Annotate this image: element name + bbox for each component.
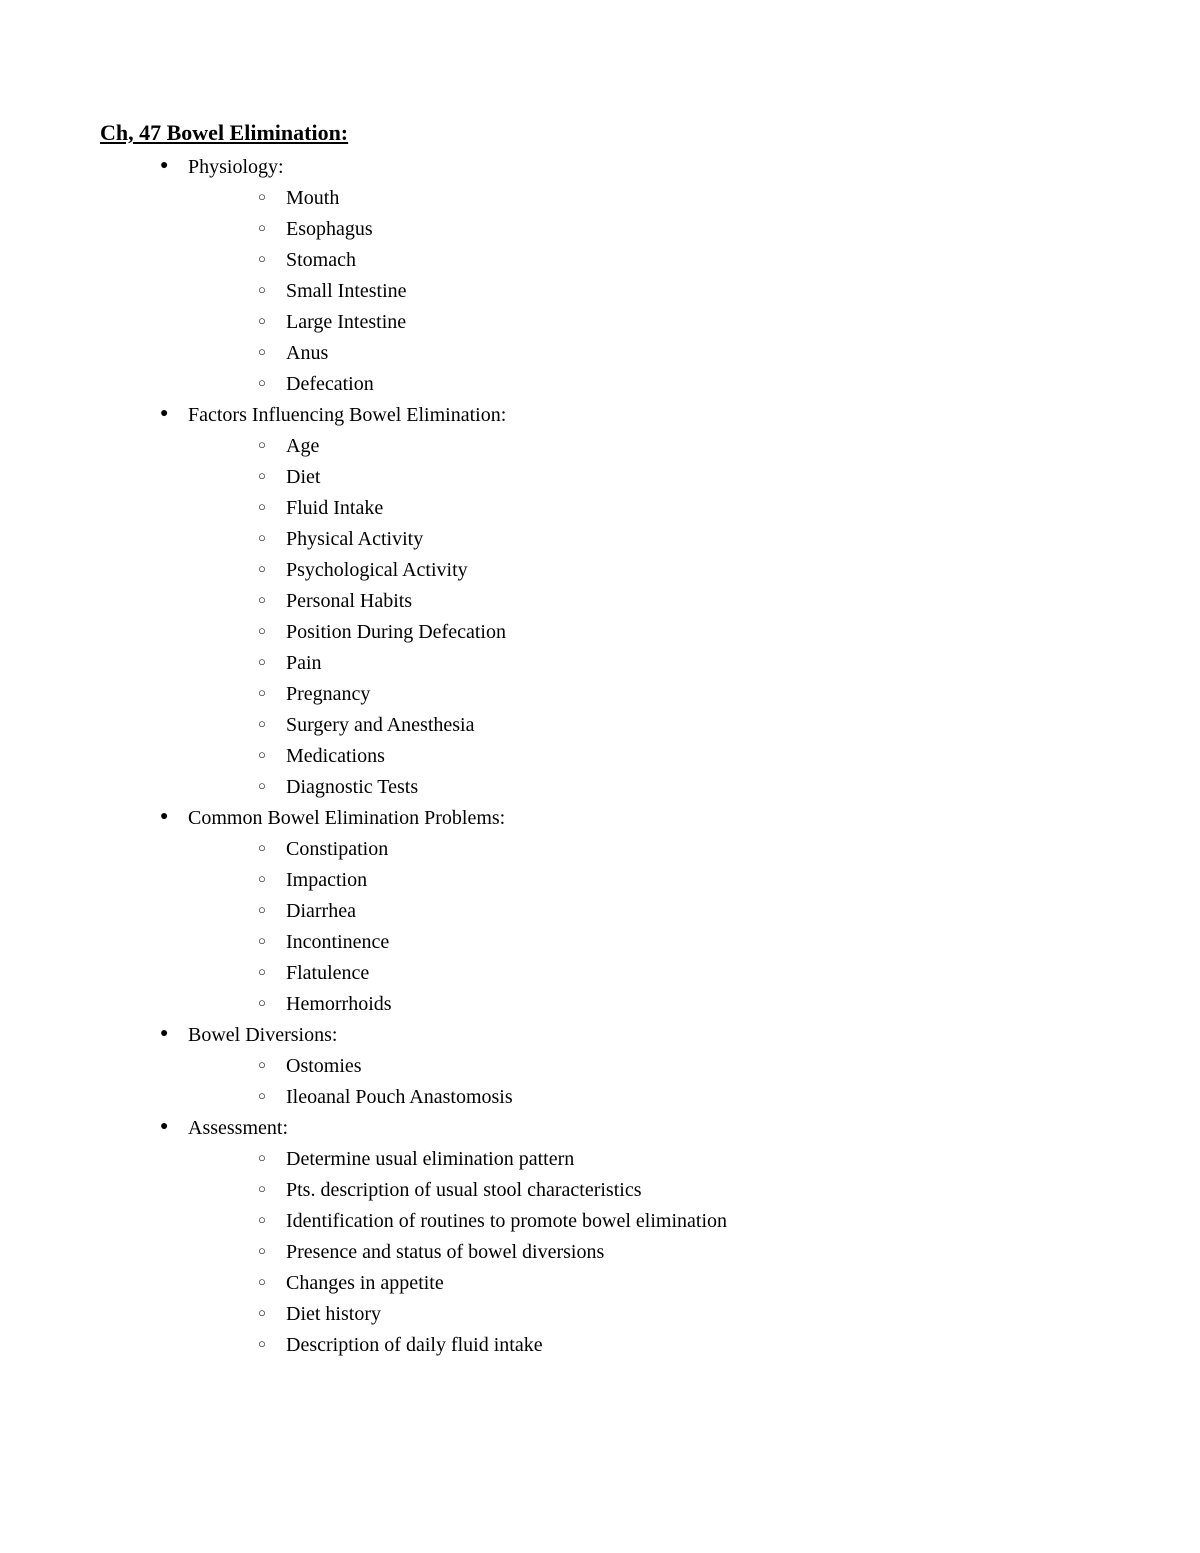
list-item: Esophagus	[258, 214, 1100, 245]
list-item: Fluid Intake	[258, 493, 1100, 524]
list-item: Stomach	[258, 245, 1100, 276]
list-item: Pts. description of usual stool characte…	[258, 1175, 1100, 1206]
list-item: Small Intestine	[258, 276, 1100, 307]
list-item: Diagnostic Tests	[258, 772, 1100, 803]
section-label: Common Bowel Elimination Problems:	[188, 807, 505, 829]
subitem-list: ConstipationImpactionDiarrheaIncontinenc…	[258, 834, 1100, 1020]
list-item: Personal Habits	[258, 586, 1100, 617]
list-item: Mouth	[258, 183, 1100, 214]
section-label: Assessment:	[188, 1117, 288, 1139]
list-item: Changes in appetite	[258, 1268, 1100, 1299]
subitem-list: MouthEsophagusStomachSmall IntestineLarg…	[258, 183, 1100, 400]
section-item: Common Bowel Elimination Problems: Consti…	[160, 803, 1100, 1020]
section-item: Assessment: Determine usual elimination p…	[160, 1113, 1100, 1361]
list-item: Medications	[258, 741, 1100, 772]
section-label: Physiology:	[188, 156, 284, 178]
list-item: Determine usual elimination pattern	[258, 1144, 1100, 1175]
section-item: Factors Influencing Bowel Elimination: Ag…	[160, 400, 1100, 803]
list-item: Diet history	[258, 1299, 1100, 1330]
list-item: Identification of routines to promote bo…	[258, 1206, 1100, 1237]
list-item: Ileoanal Pouch Anastomosis	[258, 1082, 1100, 1113]
section-item: Physiology: MouthEsophagusStomachSmall In…	[160, 152, 1100, 400]
list-item: Age	[258, 431, 1100, 462]
outline-list: Physiology: MouthEsophagusStomachSmall In…	[160, 152, 1100, 1361]
list-item: Ostomies	[258, 1051, 1100, 1082]
list-item: Surgery and Anesthesia	[258, 710, 1100, 741]
list-item: Physical Activity	[258, 524, 1100, 555]
list-item: Diarrhea	[258, 896, 1100, 927]
subitem-list: OstomiesIleoanal Pouch Anastomosis	[258, 1051, 1100, 1113]
list-item: Defecation	[258, 369, 1100, 400]
list-item: Large Intestine	[258, 307, 1100, 338]
list-item: Constipation	[258, 834, 1100, 865]
list-item: Diet	[258, 462, 1100, 493]
section-label: Bowel Diversions:	[188, 1024, 337, 1046]
list-item: Psychological Activity	[258, 555, 1100, 586]
page-title: Ch, 47 Bowel Elimination:	[100, 120, 1100, 146]
list-item: Presence and status of bowel diversions	[258, 1237, 1100, 1268]
subitem-list: Determine usual elimination patternPts. …	[258, 1144, 1100, 1361]
list-item: Position During Defecation	[258, 617, 1100, 648]
subitem-list: AgeDietFluid IntakePhysical ActivityPsyc…	[258, 431, 1100, 803]
list-item: Pregnancy	[258, 679, 1100, 710]
list-item: Anus	[258, 338, 1100, 369]
list-item: Description of daily fluid intake	[258, 1330, 1100, 1361]
list-item: Pain	[258, 648, 1100, 679]
list-item: Incontinence	[258, 927, 1100, 958]
list-item: Impaction	[258, 865, 1100, 896]
list-item: Hemorrhoids	[258, 989, 1100, 1020]
section-label: Factors Influencing Bowel Elimination:	[188, 404, 506, 426]
list-item: Flatulence	[258, 958, 1100, 989]
section-item: Bowel Diversions: OstomiesIleoanal Pouch …	[160, 1020, 1100, 1113]
